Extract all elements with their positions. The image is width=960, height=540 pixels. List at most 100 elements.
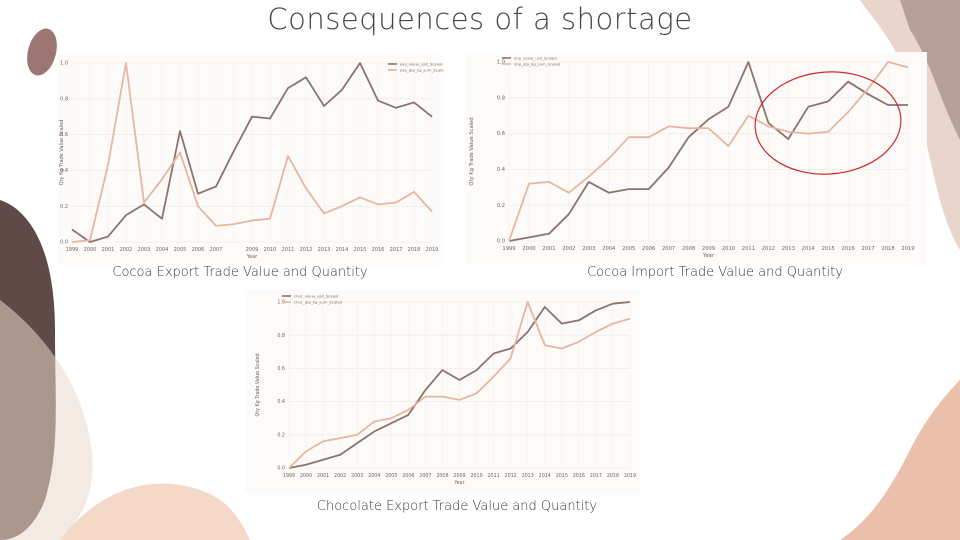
x-tick-label: 2014: [802, 246, 816, 252]
x-tick-label: 2016: [573, 473, 585, 479]
x-tick-label: 2013: [318, 247, 331, 253]
x-tick-label: 2007: [210, 247, 223, 253]
y-tick-label: 0.0: [277, 466, 285, 472]
x-tick-label: 2010: [722, 246, 735, 252]
y-tick-label: 0.8: [60, 96, 68, 102]
chocolate-export-chart: 0.0 0.2 0.4 0.6 0.8 1.0 1999 2000 2001 2002 2003 20…: [245, 290, 640, 493]
x-tick-label: 2018: [408, 247, 421, 253]
x-tick-label: 2004: [156, 247, 169, 253]
y-tick-label: 0.8: [497, 95, 505, 101]
y-tick-label: 1.0: [277, 300, 285, 306]
x-tick-label: 2011: [282, 247, 295, 253]
x-tick-label: 2004: [368, 473, 380, 479]
y-tick-label: 0.4: [277, 399, 285, 405]
x-tick-label: 2012: [762, 246, 775, 252]
legend-label: imp_value_usd_Scaled: [514, 56, 557, 61]
x-tick-label: 2015: [556, 473, 568, 479]
x-tick-label: 2008: [682, 246, 695, 252]
x-tick-label: 2003: [351, 473, 363, 479]
y-tick-label: 0.2: [277, 432, 285, 438]
legend-label: exp_value_usd_Scaled: [400, 62, 443, 67]
cocoa-import-chart: 0.0 0.2 0.4 0.6 0.8 1.0 1999 2000 2001 2002 2003 20…: [465, 52, 927, 264]
x-tick-label: 1999: [283, 473, 295, 479]
x-tick-label: 2009: [246, 247, 259, 253]
x-tick-label: 2006: [192, 247, 205, 253]
x-tick-label: 2006: [642, 246, 655, 252]
x-tick-label: 2018: [881, 246, 894, 252]
y-tick-label: 0.4: [497, 167, 506, 173]
caption-cocoa-export: Cocoa Export Trade Value and Quantity: [112, 265, 368, 280]
x-tick-label: 2013: [522, 473, 534, 479]
x-tick-label: 2002: [562, 246, 575, 252]
x-tick-label: 1999: [502, 246, 515, 252]
x-tick-label: 2012: [505, 473, 517, 479]
series-line-value: [71, 62, 433, 243]
y-tick-label: 0.6: [277, 366, 285, 372]
x-tick-label: 2000: [300, 473, 312, 479]
caption-cocoa-import: Cocoa Import Trade Value and Quantity: [587, 265, 843, 280]
x-axis-label: Year: [246, 254, 259, 260]
y-tick-label: 0.2: [497, 203, 505, 209]
highlight-ellipse: [754, 71, 902, 175]
x-tick-label: 1999: [66, 247, 79, 253]
caption-chocolate-export: Chocolate Export Trade Value and Quantit…: [316, 499, 598, 514]
chart-background: [58, 55, 444, 265]
x-tick-label: 2019: [426, 247, 439, 253]
x-tick-label: 2014: [336, 247, 349, 253]
x-tick-label: 2015: [822, 246, 835, 252]
cocoa-export-chart: 0.0 0.2 0.4 0.6 0.8 1.0 1999 2000 2001 2002 2003 20…: [58, 55, 444, 265]
y-tick-label: 1.0: [60, 61, 68, 67]
x-tick-label: 2006: [402, 473, 414, 479]
x-tick-label: 2005: [385, 473, 397, 479]
x-tick-label: 2002: [334, 473, 346, 479]
y-tick-label: 0.4: [60, 168, 68, 174]
y-tick-label: 0.0: [60, 240, 68, 246]
x-tick-label: 2007: [662, 246, 675, 252]
y-axis-label: Qty Kg Trade Value Scaled: [255, 353, 261, 416]
x-tick-label: 2000: [522, 246, 535, 252]
y-tick-label: 0.6: [497, 131, 505, 137]
y-tick-label: 0.6: [60, 132, 68, 138]
x-tick-label: 2009: [702, 246, 715, 252]
x-tick-label: 2018: [607, 473, 619, 479]
series-line-quantity: [508, 61, 909, 242]
x-tick-label: 2012: [300, 247, 313, 253]
x-tick-label: 2019: [901, 246, 914, 252]
bottom-left-peach-blob: [60, 483, 250, 540]
x-tick-label: 2007: [419, 473, 431, 479]
series-line-value: [508, 61, 908, 242]
legend-label: choc_value_usd_Scaled: [294, 294, 339, 299]
x-tick-label: 2005: [622, 246, 635, 252]
left-cream-blob: [0, 300, 93, 540]
x-tick-label: 2000: [84, 247, 97, 253]
legend-label: exp_qty_kg_sum_Scaled: [400, 68, 444, 73]
x-tick-label: 2010: [264, 247, 277, 253]
x-tick-label: 2014: [539, 473, 551, 479]
y-axis-label: Qty Kg Trade Value Scaled: [469, 117, 475, 185]
slide-title: Consequences of a shortage: [267, 2, 693, 36]
x-tick-label: 2009: [453, 473, 465, 479]
x-tick-label: 2003: [138, 247, 151, 253]
series-line-value: [288, 301, 631, 469]
series-line-quantity: [288, 301, 631, 469]
x-tick-label: 2017: [390, 247, 403, 253]
legend-label: imp_qty_kg_sum_Scaled: [514, 62, 561, 67]
y-tick-label: 0.2: [60, 204, 68, 210]
y-tick-label: 1.0: [497, 60, 505, 66]
x-tick-label: 2011: [487, 473, 499, 479]
y-tick-label: 0.0: [497, 239, 505, 245]
x-tick-label: 2016: [372, 247, 385, 253]
x-axis-label: Year: [453, 480, 464, 486]
x-tick-label: 2013: [782, 246, 795, 252]
x-tick-label: 2016: [842, 246, 855, 252]
x-tick-label: 2002: [120, 247, 133, 253]
series-line-quantity: [71, 62, 433, 243]
x-tick-label: 2019: [624, 473, 636, 479]
x-tick-label: 2001: [317, 473, 329, 479]
top-right-mauve-blob: [900, 0, 960, 140]
x-tick-label: 2005: [174, 247, 187, 253]
x-tick-label: 2008: [436, 473, 448, 479]
x-tick-label: 2001: [542, 246, 555, 252]
x-tick-label: 2001: [102, 247, 115, 253]
